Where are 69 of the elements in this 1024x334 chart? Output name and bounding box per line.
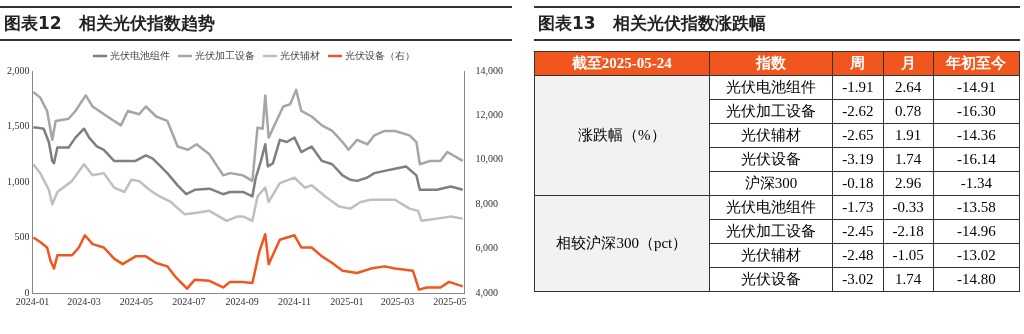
y2-tick-label: 10,000 — [475, 153, 503, 165]
data-label: -3.19 — [832, 147, 884, 172]
x-tick-label: 2025-01 — [330, 295, 364, 307]
y-tick-label: 光伏加工设备 — [709, 99, 833, 124]
x-tick-label: 2025-05 — [433, 295, 467, 307]
x-tick-label: 2024-05 — [119, 295, 154, 307]
y-tick-label: 光伏辅材 — [709, 123, 833, 148]
text: 指数 — [709, 51, 833, 76]
data-label: -2.18 — [883, 219, 934, 244]
data-label: 1.91 — [883, 123, 934, 148]
y-tick-label: 沪深300 — [709, 171, 833, 196]
y-tick-label: 1,000 — [7, 175, 30, 187]
data-label: -0.18 — [832, 171, 884, 196]
data-label: -2.48 — [832, 243, 884, 268]
data-label: -14.91 — [933, 75, 1020, 100]
x-tick-label: 2024-01 — [15, 295, 50, 307]
data-label: -2.45 — [832, 219, 884, 244]
x-tick-label: 2025-03 — [380, 295, 415, 307]
legend-label: 光伏辅材 — [280, 49, 320, 61]
y-tick-label: 光伏辅材 — [709, 243, 833, 268]
legend-label: 光伏电池组件 — [110, 49, 170, 61]
data-label: -16.14 — [933, 147, 1020, 172]
data-label: -2.62 — [832, 99, 884, 124]
data-label: 2.64 — [883, 75, 934, 100]
legend-label: 光伏加工设备 — [195, 49, 255, 61]
data-label: -14.80 — [933, 267, 1020, 292]
y-tick-label: 光伏电池组件 — [709, 75, 833, 100]
data-label: -1.34 — [933, 171, 1020, 196]
data-label: 0.78 — [883, 99, 934, 124]
y-tick-label: 光伏设备 — [709, 147, 833, 172]
y-tick-label: 光伏设备 — [709, 267, 833, 292]
data-label: -2.65 — [832, 123, 884, 148]
data-label: -0.33 — [883, 195, 934, 220]
data-label: 1.74 — [883, 267, 934, 292]
data-label: -1.91 — [832, 75, 884, 100]
data-label: 1.74 — [883, 147, 934, 172]
y-tick-label: 光伏电池组件 — [709, 195, 833, 220]
y-tick-label: 1,500 — [7, 120, 30, 132]
data-label: -13.58 — [933, 195, 1020, 220]
data-label: -14.96 — [933, 219, 1020, 244]
text: 涨跌幅（%） — [534, 75, 710, 196]
text: 相较沪深300（pct） — [534, 195, 710, 292]
data-label: -14.36 — [933, 123, 1020, 148]
y2-tick-label: 8,000 — [475, 197, 498, 209]
legend-label: 光伏设备（右） — [345, 49, 415, 61]
data-label: -1.73 — [832, 195, 884, 220]
y2-tick-label: 12,000 — [475, 109, 503, 121]
x-tick-label: 月 — [883, 51, 934, 76]
y2-tick-label: 4,000 — [475, 286, 498, 298]
data-label: -13.02 — [933, 243, 1020, 268]
x-tick-label: 2024-11 — [277, 295, 311, 307]
x-tick-label: 2024-07 — [172, 295, 206, 307]
y-tick-label: 0 — [24, 286, 30, 298]
x-tick-label: 2024-03 — [67, 295, 101, 307]
y-tick-label: 光伏加工设备 — [709, 219, 833, 244]
y2-tick-label: 6,000 — [475, 242, 498, 254]
x-tick-label: 2024-09 — [225, 295, 259, 307]
x-tick-label: 周 — [832, 51, 884, 76]
data-label: -3.02 — [832, 267, 884, 292]
data-label: -16.30 — [933, 99, 1020, 124]
chart-title: 图表12 相关光伏指数趋势 — [0, 6, 512, 41]
data-label: 2.96 — [883, 171, 934, 196]
text: 截至2025-05-24 — [534, 51, 710, 76]
data-label: -1.05 — [883, 243, 934, 268]
text: 图表13 相关光伏指数涨跌幅 — [534, 6, 1020, 41]
x-tick-label: 年初至今 — [933, 51, 1020, 76]
y2-tick-label: 14,000 — [475, 64, 503, 76]
y-tick-label: 500 — [14, 231, 30, 243]
y-tick-label: 2,000 — [7, 64, 30, 76]
